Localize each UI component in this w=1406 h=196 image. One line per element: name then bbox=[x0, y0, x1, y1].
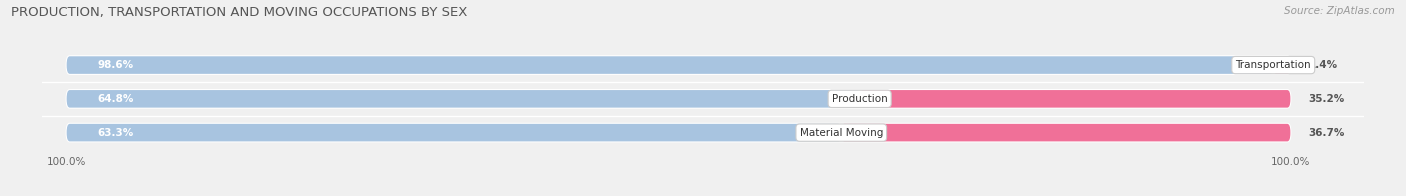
Text: PRODUCTION, TRANSPORTATION AND MOVING OCCUPATIONS BY SEX: PRODUCTION, TRANSPORTATION AND MOVING OC… bbox=[11, 6, 468, 19]
FancyBboxPatch shape bbox=[1274, 56, 1291, 74]
FancyBboxPatch shape bbox=[66, 124, 841, 141]
FancyBboxPatch shape bbox=[859, 90, 1291, 108]
FancyBboxPatch shape bbox=[66, 124, 1291, 141]
Text: Production: Production bbox=[832, 94, 887, 104]
FancyBboxPatch shape bbox=[841, 124, 1291, 141]
Text: Material Moving: Material Moving bbox=[800, 128, 883, 138]
Text: Source: ZipAtlas.com: Source: ZipAtlas.com bbox=[1284, 6, 1395, 16]
FancyBboxPatch shape bbox=[66, 90, 859, 108]
FancyBboxPatch shape bbox=[66, 56, 1291, 74]
FancyBboxPatch shape bbox=[66, 56, 1274, 74]
Text: 35.2%: 35.2% bbox=[1309, 94, 1346, 104]
Text: 63.3%: 63.3% bbox=[97, 128, 134, 138]
Text: 64.8%: 64.8% bbox=[97, 94, 134, 104]
Text: 36.7%: 36.7% bbox=[1309, 128, 1346, 138]
FancyBboxPatch shape bbox=[66, 90, 1291, 108]
Text: Transportation: Transportation bbox=[1236, 60, 1310, 70]
Text: 1.4%: 1.4% bbox=[1309, 60, 1339, 70]
Text: 98.6%: 98.6% bbox=[97, 60, 134, 70]
